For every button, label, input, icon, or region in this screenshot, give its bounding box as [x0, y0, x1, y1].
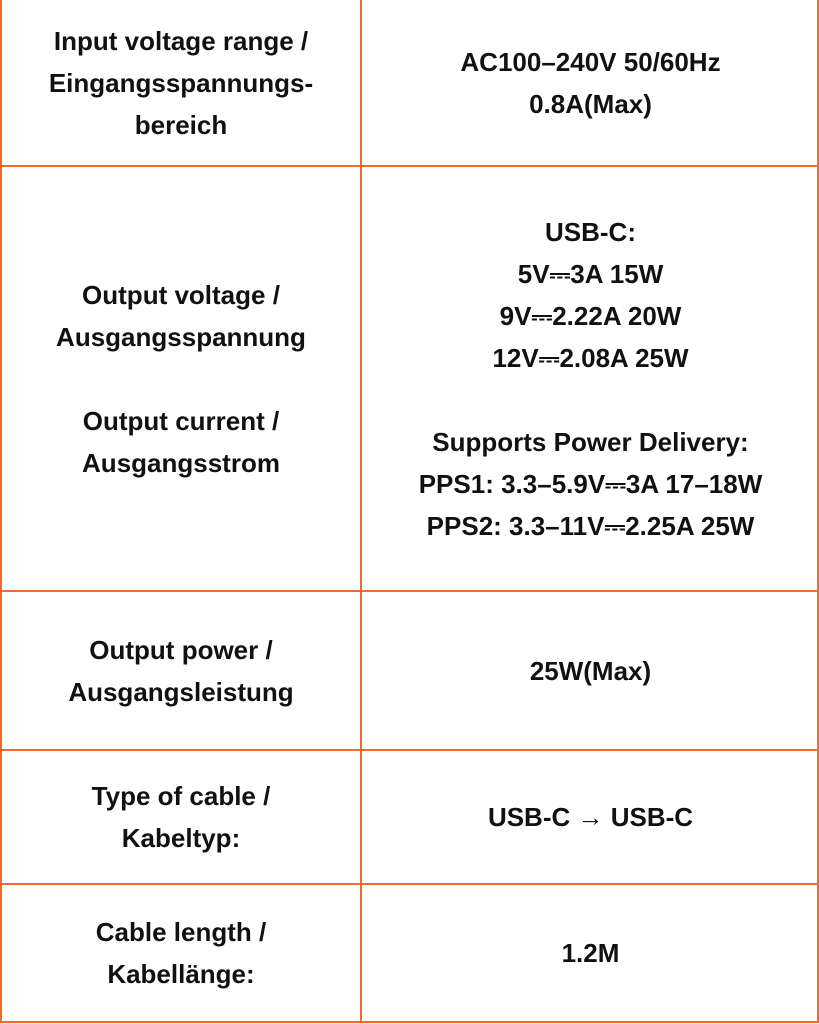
value-line: PPS1: 3.3–5.9V⎓3A 17–18W [418, 468, 763, 499]
row-cable-length: Cable length / Kabellänge: 1.2M [2, 885, 819, 1021]
value-line: 12V⎓2.08A 25W [492, 342, 689, 373]
label-line: Ausgangsleistung [68, 676, 294, 707]
label-line: bereich [134, 109, 228, 140]
label-cell: Output voltage / Ausgangsspannung Output… [2, 167, 362, 590]
label-line: Kabeltyp: [121, 823, 241, 853]
row-output-power: Output power / Ausgangsleistung 25W(Max) [2, 592, 819, 751]
value-line: Supports Power Delivery: [432, 426, 749, 457]
label-line: Type of cable / [91, 781, 271, 811]
row-cable-type: Type of cable / Kabeltyp: USB-C → USB-C [2, 751, 819, 885]
value-cell: 1.2M [362, 885, 819, 1021]
label-line: Kabellänge: [107, 959, 255, 989]
value-line: 5V⎓3A 15W [517, 258, 664, 289]
label-cell: Input voltage range / Eingangsspannungs-… [2, 0, 362, 165]
row-output-voltage-current: Output voltage / Ausgangsspannung Output… [2, 167, 819, 592]
value-line: 25W(Max) [529, 655, 652, 686]
label-cell: Cable length / Kabellänge: [2, 885, 362, 1021]
value-cell: AC100–240V 50/60Hz 0.8A(Max) [362, 0, 819, 165]
value-cell: 25W(Max) [362, 592, 819, 749]
value-cell: USB-C: 5V⎓3A 15W 9V⎓2.22A 20W 12V⎓2.08A … [362, 167, 819, 590]
row-input-voltage: Input voltage range / Eingangsspannungs-… [2, 0, 819, 167]
value-line: USB-C: [545, 216, 636, 247]
value-line: PPS2: 3.3–11V⎓2.25A 25W [426, 510, 755, 541]
label-line: Output current / [82, 405, 280, 436]
value-cell: USB-C → USB-C [362, 751, 819, 883]
label-line: Ausgangsstrom [82, 447, 280, 478]
value-line: USB-C → USB-C [487, 802, 694, 832]
label-cell: Type of cable / Kabeltyp: [2, 751, 362, 883]
value-line: 1.2M [561, 938, 620, 968]
label-line: Output power / [89, 634, 273, 665]
value-line: 0.8A(Max) [529, 88, 652, 119]
label-line: Cable length / [95, 917, 267, 947]
value-line: 9V⎓2.22A 20W [499, 300, 682, 331]
label-line: Ausgangsspannung [56, 321, 306, 352]
label-line: Eingangsspannungs- [48, 67, 314, 98]
label-cell: Output power / Ausgangsleistung [2, 592, 362, 749]
value-line: AC100–240V 50/60Hz [460, 46, 721, 77]
label-line: Input voltage range / [53, 25, 309, 56]
label-line: Output voltage / [82, 279, 280, 310]
